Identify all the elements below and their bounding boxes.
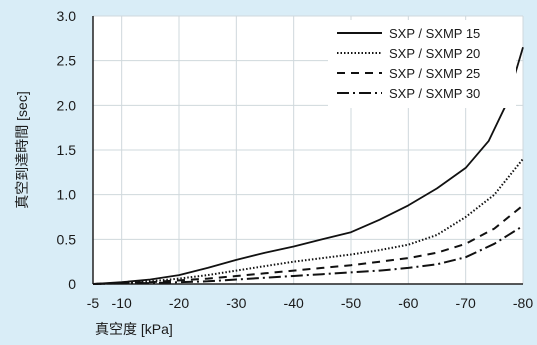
series-line-2 [92,158,524,285]
x-tick-label: -5 [87,295,100,311]
y-tick-label: 2.5 [57,53,77,69]
x-tick-label: -60 [398,295,418,311]
x-tick-label: -20 [169,295,189,311]
y-tick-label: 0 [68,276,76,292]
y-tick-label: 3.0 [57,8,77,24]
series-line-4 [92,225,524,285]
x-tick-label: -10 [112,295,132,311]
y-tick-labels: 0 0.5 1.0 1.5 2.0 2.5 3.0 [57,8,77,292]
legend-label-4: SXP / SXMP 30 [389,86,480,101]
y-tick-label: 1.0 [57,187,77,203]
x-tick-label: -30 [226,295,246,311]
x-tick-label: -40 [284,295,304,311]
x-tick-label: -70 [456,295,476,311]
x-tick-label: -50 [341,295,361,311]
x-axis-label: 真空度 [kPa] [95,321,173,337]
series-lines [92,47,524,285]
x-tick-labels: -5 -10 -20 -30 -40 -50 -60 -70 -80 [87,295,534,311]
axes [92,16,523,285]
y-tick-label: 2.0 [57,97,77,113]
series-line-3 [92,204,524,285]
legend-label-2: SXP / SXMP 20 [389,46,480,61]
x-tick-label: -80 [513,295,533,311]
legend-label-3: SXP / SXMP 25 [389,66,480,81]
series-line-1 [92,47,524,285]
legend: SXP / SXMP 15 SXP / SXMP 20 SXP / SXMP 25 S… [328,20,516,108]
legend-label-1: SXP / SXMP 15 [389,26,480,41]
y-tick-label: 1.5 [57,142,77,158]
y-axis-label: 真空到達時間 [sec] [14,91,30,208]
y-tick-label: 0.5 [57,231,77,247]
